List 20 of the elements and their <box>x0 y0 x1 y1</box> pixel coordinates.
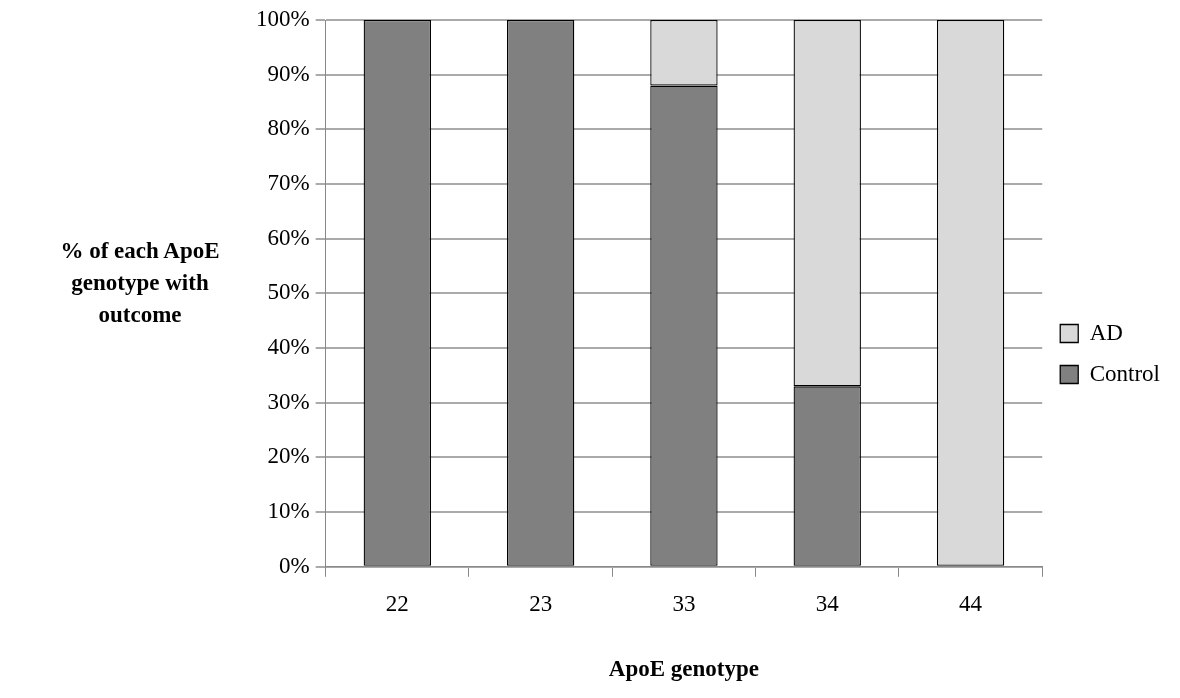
x-tick-label: 44 <box>959 590 983 616</box>
y-tick-label: 50% <box>267 279 310 305</box>
y-tick-label: 10% <box>267 498 310 524</box>
y-tick-label: 100% <box>255 6 310 32</box>
y-tick-label: 70% <box>267 170 310 196</box>
x-axis-title: ApoE genotype <box>608 656 760 682</box>
x-tick-label: 34 <box>815 590 840 616</box>
y-tick-label: 80% <box>267 115 310 141</box>
x-tick-label: 33 <box>672 590 696 616</box>
y-axis-title: % of each ApoE genotype with outcome <box>59 237 221 329</box>
x-tick-label: 22 <box>385 590 409 616</box>
legend-label: Control <box>1089 360 1160 386</box>
y-tick-label: 40% <box>267 334 310 360</box>
x-tick-label: 23 <box>529 590 553 616</box>
legend-label: AD <box>1089 319 1123 345</box>
y-tick-label: 0% <box>278 552 310 578</box>
y-tick-label: 90% <box>267 60 310 86</box>
y-tick-label: 60% <box>267 224 310 250</box>
y-tick-label: 20% <box>267 443 310 469</box>
y-tick-label: 30% <box>267 388 310 414</box>
